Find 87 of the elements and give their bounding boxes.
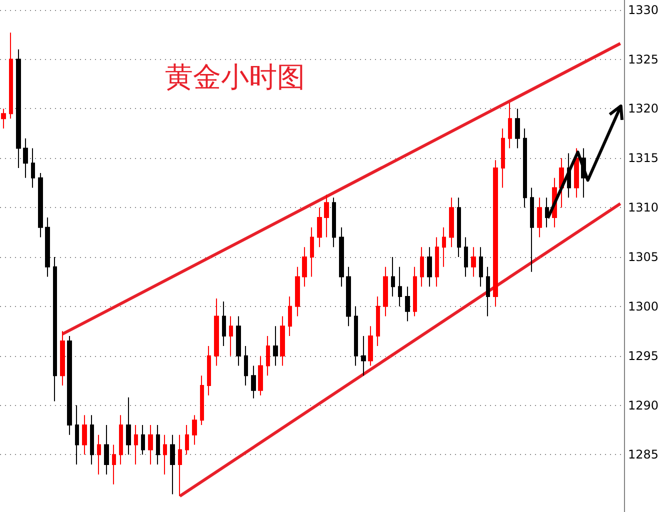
y-tick-label: 1315	[628, 151, 659, 166]
candlestick	[515, 108, 520, 149]
candlestick	[427, 246, 432, 288]
candlestick	[398, 266, 402, 307]
candlestick	[530, 187, 534, 272]
candlestick	[464, 236, 468, 278]
candlestick	[413, 266, 417, 317]
candlestick	[38, 172, 43, 238]
candlestick	[493, 160, 498, 307]
candlestick	[60, 330, 65, 386]
candlestick	[97, 434, 101, 475]
candlestick	[273, 326, 278, 366]
candlestick	[339, 226, 344, 288]
candlestick	[178, 434, 182, 497]
candlestick	[126, 396, 131, 456]
candlestick	[148, 424, 153, 466]
candlestick	[317, 207, 322, 248]
candlestick	[501, 128, 505, 188]
candlestick	[354, 306, 358, 366]
candlestick	[457, 197, 461, 258]
candlestick	[251, 365, 256, 399]
candlestick	[244, 345, 248, 386]
candlestick	[332, 197, 336, 248]
candlestick	[1, 108, 6, 129]
candlestick	[156, 424, 160, 466]
candlestick	[170, 434, 175, 495]
candlestick	[82, 414, 87, 456]
candlestick	[346, 266, 351, 327]
candlestick	[163, 434, 167, 475]
candlestick	[214, 298, 219, 366]
candlestick	[67, 336, 72, 436]
candlestick	[16, 48, 21, 169]
candlestick	[486, 266, 490, 317]
candlestick	[23, 138, 28, 178]
y-tick-label: 1285	[628, 448, 659, 462]
candlestick	[104, 424, 109, 475]
candlestick	[295, 266, 300, 317]
y-tick-label: 1325	[628, 52, 659, 66]
candlestick	[574, 148, 579, 198]
y-tick-label: 1320	[628, 102, 659, 116]
candlestick	[288, 296, 292, 337]
candlestick	[420, 246, 424, 288]
candlestick	[383, 266, 388, 317]
candlestick	[200, 375, 204, 426]
candlestick	[134, 424, 138, 466]
candlestick	[361, 336, 366, 376]
candlestick	[112, 444, 116, 485]
candlestick	[141, 424, 145, 456]
candlestick	[537, 197, 542, 238]
candlestick	[222, 300, 226, 346]
candlestick	[324, 194, 329, 238]
candlestick	[53, 256, 57, 402]
y-tick-label: 1305	[628, 250, 659, 264]
candlestick	[266, 336, 270, 376]
candlestick	[185, 424, 189, 456]
candlestick	[449, 197, 454, 248]
candlestick	[9, 32, 13, 120]
y-tick-label: 1295	[628, 348, 659, 363]
candlestick	[229, 316, 233, 356]
candlestick	[280, 316, 285, 366]
candlestick	[471, 246, 476, 278]
candlestick	[302, 246, 307, 288]
candlestick	[207, 345, 211, 396]
candlestick	[310, 226, 314, 278]
candlestick	[368, 326, 373, 366]
candlestick	[442, 226, 446, 268]
candlestick	[45, 216, 50, 278]
y-tick-label: 1330	[628, 2, 659, 17]
candlestick	[479, 246, 483, 288]
candlestick	[258, 355, 263, 396]
y-tick-label: 1300	[628, 299, 659, 314]
candlestick	[545, 197, 549, 228]
candlestick	[523, 128, 527, 208]
candlestick	[90, 414, 94, 466]
candlestick	[192, 414, 197, 446]
candlestick	[119, 414, 123, 466]
candlestick	[376, 296, 380, 346]
candlestick	[405, 286, 410, 322]
candlestick	[508, 102, 512, 149]
candlestick	[391, 256, 395, 298]
y-tick-label: 1290	[628, 398, 659, 412]
candlestick	[435, 236, 439, 288]
candlestick	[31, 148, 35, 188]
text: 黄金小时图	[165, 60, 305, 94]
candlestick	[75, 404, 79, 466]
candlestick	[236, 316, 241, 366]
y-tick-label: 1310	[628, 200, 659, 215]
